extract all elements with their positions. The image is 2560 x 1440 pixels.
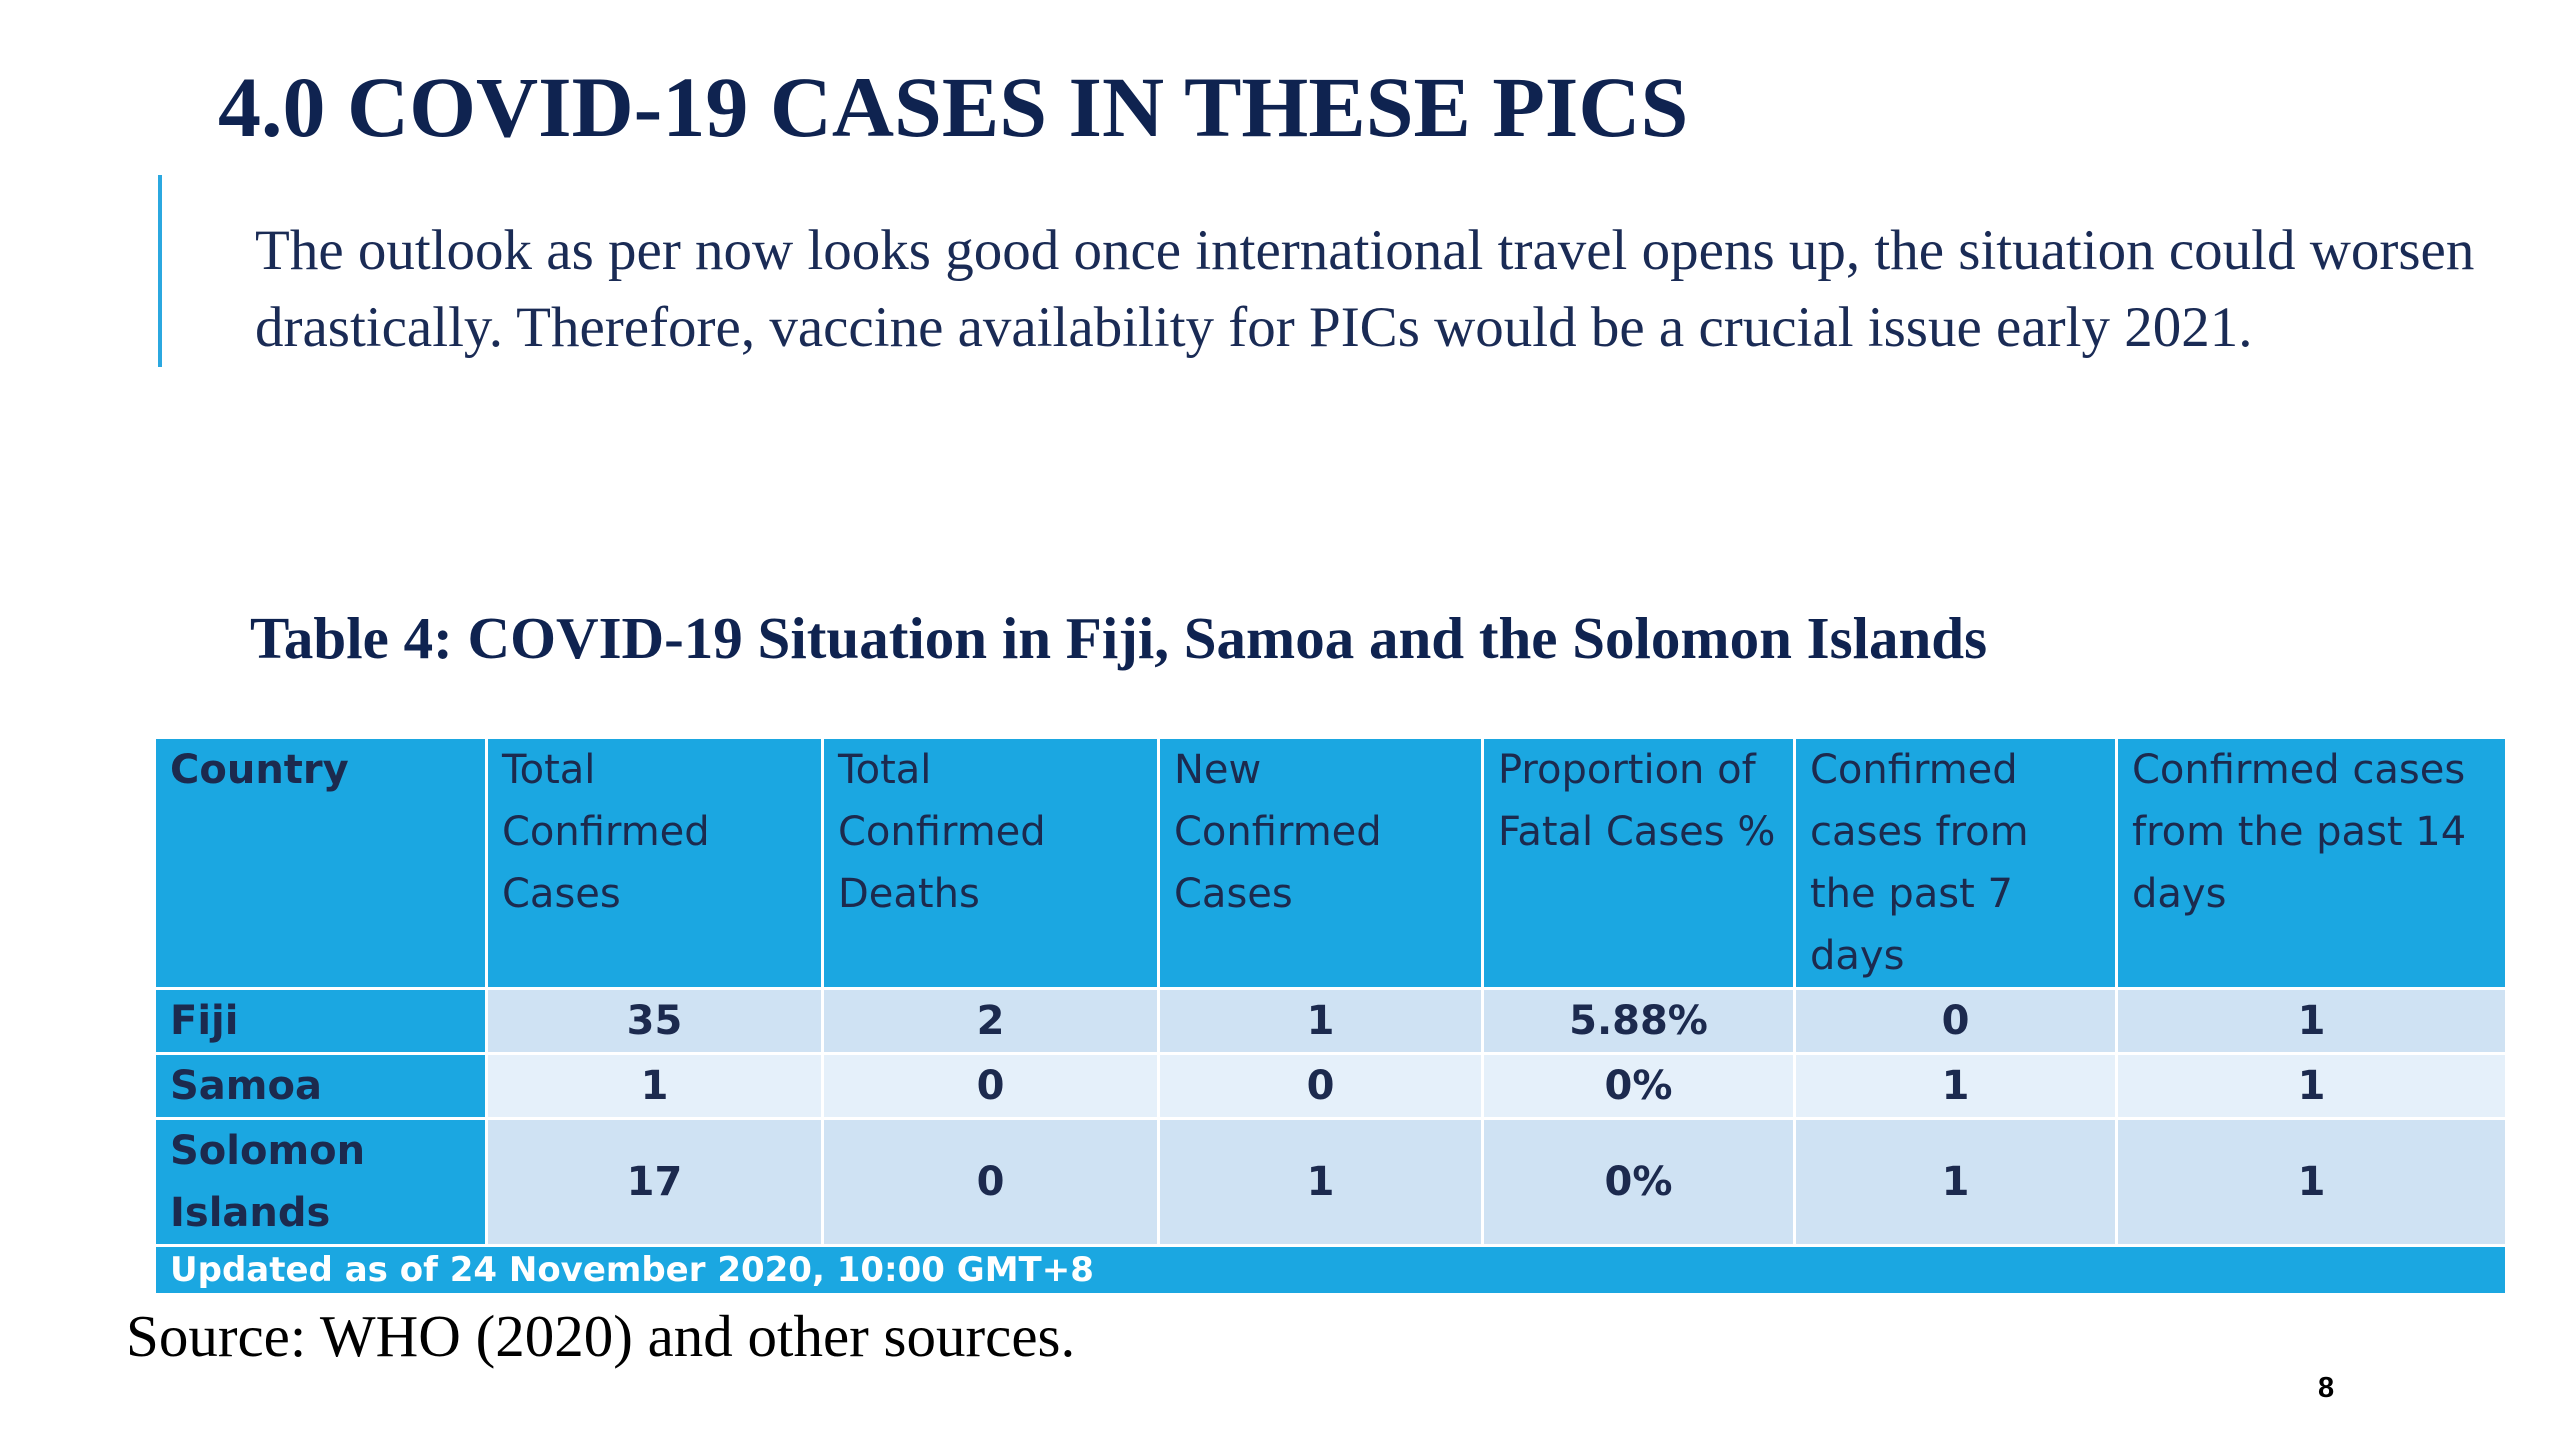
body-paragraph: The outlook as per now looks good once i… xyxy=(255,219,2475,359)
cell-new-cases: 1 xyxy=(1157,1117,1484,1247)
header-new-confirmed-cases: New Confirmed Cases xyxy=(1157,736,1484,990)
header-total-confirmed-cases: Total Confirmed Cases xyxy=(485,736,824,990)
cell-total-deaths: 2 xyxy=(821,987,1160,1055)
table-row: Samoa 1 0 0 0% 1 1 xyxy=(153,1052,2508,1120)
header-proportion-fatal: Proportion of Fatal Cases % xyxy=(1481,736,1796,990)
cell-fatal-proportion: 0% xyxy=(1481,1052,1796,1120)
updated-note: Updated as of 24 November 2020, 10:00 GM… xyxy=(153,1244,2508,1296)
cell-past-7-days: 1 xyxy=(1793,1117,2118,1247)
cell-past-7-days: 0 xyxy=(1793,987,2118,1055)
covid-table: Country Total Confirmed Cases Total Conf… xyxy=(153,736,2508,1296)
cell-total-cases: 17 xyxy=(485,1117,824,1247)
cell-past-14-days: 1 xyxy=(2115,987,2508,1055)
source-note: Source: WHO (2020) and other sources. xyxy=(126,1303,1076,1369)
cell-fatal-proportion: 0% xyxy=(1481,1117,1796,1247)
cell-new-cases: 1 xyxy=(1157,987,1484,1055)
accent-bar xyxy=(158,175,162,367)
cell-total-cases: 35 xyxy=(485,987,824,1055)
table-footer-row: Updated as of 24 November 2020, 10:00 GM… xyxy=(153,1244,2508,1296)
table-caption: Table 4: COVID-19 Situation in Fiji, Sam… xyxy=(250,605,1988,671)
cell-new-cases: 0 xyxy=(1157,1052,1484,1120)
table-row: Fiji 35 2 1 5.88% 0 1 xyxy=(153,987,2508,1055)
header-past-7-days: Confirmed cases from the past 7 days xyxy=(1793,736,2118,990)
cell-past-7-days: 1 xyxy=(1793,1052,2118,1120)
table-row: Solomon Islands 17 0 1 0% 1 1 xyxy=(153,1117,2508,1247)
row-country: Solomon Islands xyxy=(153,1117,488,1247)
header-total-confirmed-deaths: Total Confirmed Deaths xyxy=(821,736,1160,990)
header-country: Country xyxy=(153,736,488,990)
row-country: Fiji xyxy=(153,987,488,1055)
cell-total-deaths: 0 xyxy=(821,1117,1160,1247)
page-number: 8 xyxy=(2318,1372,2335,1404)
cell-total-cases: 1 xyxy=(485,1052,824,1120)
cell-past-14-days: 1 xyxy=(2115,1117,2508,1247)
header-past-14-days: Confirmed cases from the past 14 days xyxy=(2115,736,2508,990)
slide-title: 4.0 COVID-19 CASES IN THESE PICS xyxy=(218,59,1689,155)
cell-past-14-days: 1 xyxy=(2115,1052,2508,1120)
cell-total-deaths: 0 xyxy=(821,1052,1160,1120)
table-header-row: Country Total Confirmed Cases Total Conf… xyxy=(153,736,2508,990)
cell-fatal-proportion: 5.88% xyxy=(1481,987,1796,1055)
row-country: Samoa xyxy=(153,1052,488,1120)
